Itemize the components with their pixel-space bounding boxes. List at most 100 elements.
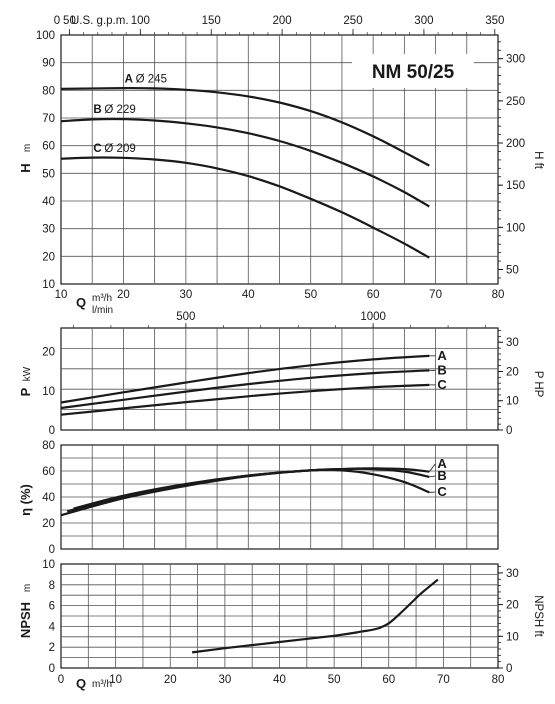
head-axis-unit: m [22,144,33,152]
bottom-tick-label: 20 [164,674,177,686]
lmin-tick-label: 500 [176,311,195,323]
head-curve-c [61,157,429,257]
y2-tick-label: 20 [506,600,519,612]
y-tick-label: 70 [42,113,55,125]
y-tick-label: 40 [42,492,55,504]
head-curve-b [61,119,429,207]
head-axis-label: H [18,163,33,172]
y2-tick-label: 0 [506,425,512,437]
gpm-tick-label: 250 [343,15,362,27]
y2-tick-label: 0 [506,663,512,675]
y2-tick-label: 100 [506,222,525,234]
y-tick-label: 0 [49,425,55,437]
bottom-tick-label: 50 [328,674,341,686]
y-tick-label: 6 [49,601,55,613]
y-tick-label: 0 [49,663,55,675]
gpm-tick-label: 150 [202,15,221,27]
y2-tick-label: 150 [506,180,525,192]
y2-tick-label: 300 [506,54,525,66]
flow-tick-label: 40 [242,289,255,301]
y-tick-label: 80 [42,440,55,452]
head-curve-letter-b: B [93,104,101,116]
gpm-tick-label: 200 [273,15,292,27]
bottom-axis-symbol: Q [76,676,86,691]
head-curve-diameter-a: Ø 245 [136,73,167,85]
y-tick-label: 20 [42,251,55,263]
curves-layer [61,88,438,652]
gpm-tick-label: 100 [131,15,150,27]
y-tick-label: 10 [42,279,55,291]
efficiency-curve-label-c: C [437,484,447,499]
bottom-axis-unit: m³/h [92,679,112,690]
y-tick-label: 90 [42,58,55,70]
y2-tick-label: 200 [506,138,525,150]
head-curve-letter-a: A [125,73,133,85]
y-tick-label: 60 [42,466,55,478]
bottom-tick-label: 60 [382,674,395,686]
power-hp-axis-label: P HP [532,371,544,398]
head-curve-letter-c: C [93,143,101,155]
y2-tick-label: 250 [506,96,525,108]
efficiency-curve-c [61,470,429,515]
y-tick-label: 80 [42,85,55,97]
head-curve-diameter-c: Ø 209 [104,143,135,155]
y-tick-label: 30 [42,224,55,236]
y-tick-label: 10 [42,559,55,571]
top-axis-label: U.S. g.p.m. [71,15,129,27]
power-curve-label-a: A [437,348,447,363]
npsh-ft-axis-label: NPSH ft [532,595,544,637]
head-ft-axis-label: H ft [532,151,544,170]
y-tick-label: 20 [42,518,55,530]
y2-tick-label: 20 [506,366,519,378]
chart-title: NM 50/25 [372,62,455,83]
npsh-axis-unit: m [22,584,33,592]
bottom-tick-label: 70 [437,674,450,686]
flow-tick-label: 30 [179,289,192,301]
gpm-tick-label: 350 [485,15,504,27]
flow-tick-label: 20 [117,289,130,301]
flow-tick-label: 80 [492,289,505,301]
flow-tick-label: 60 [367,289,380,301]
curve-leader-b [429,476,435,477]
y-tick-label: 40 [42,196,55,208]
bottom-tick-label: 30 [218,674,231,686]
flow-axis-unit-lmin: l/min [92,305,113,316]
y-tick-label: 50 [42,168,55,180]
y-tick-label: 8 [49,580,55,592]
bottom-tick-label: 0 [58,674,64,686]
y2-tick-label: 10 [506,396,519,408]
y-tick-label: 2 [49,642,55,654]
power-curve-label-c: C [437,377,447,392]
power-axis-label: P [18,387,33,396]
y-tick-label: 4 [49,621,56,633]
y-tick-label: 0 [49,544,55,556]
y-tick-label: 100 [36,30,55,42]
npsh-axis-label: NPSH [18,602,33,638]
y2-tick-label: 30 [506,337,519,349]
y-tick-label: 60 [42,141,55,153]
power-axis-unit: kW [22,366,33,381]
bottom-tick-label: 80 [492,674,505,686]
flow-tick-label: 70 [429,289,442,301]
bottom-tick-label: 40 [273,674,286,686]
head-curve-diameter-b: Ø 229 [104,104,135,116]
y-tick-label: 20 [42,347,55,359]
y2-tick-label: 10 [506,631,519,643]
power-curve-label-b: B [437,362,446,377]
efficiency-axis-label: η (%) [18,484,33,516]
curve-leader-a [429,464,435,472]
gpm-tick-label: 300 [414,15,433,27]
lmin-tick-label: 1000 [360,311,386,323]
flow-axis-symbol: Q [76,295,86,310]
flow-axis-unit-m3h: m³/h [92,293,112,304]
flow-tick-label: 10 [55,289,68,301]
y2-tick-label: 30 [506,568,519,580]
gpm-tick-label: 0 [54,15,60,27]
y-tick-label: 10 [42,386,55,398]
flow-tick-label: 50 [304,289,317,301]
efficiency-curve-label-b: B [437,468,446,483]
y2-tick-label: 50 [506,265,519,277]
